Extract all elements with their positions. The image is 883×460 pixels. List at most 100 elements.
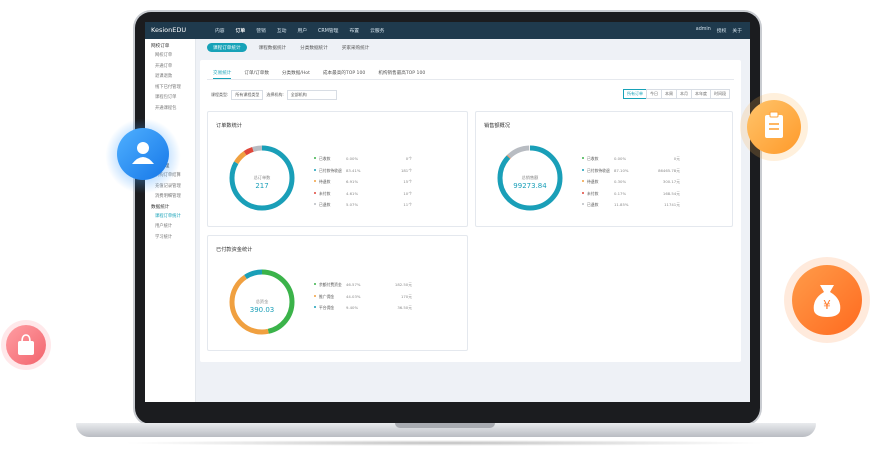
legend-amount: 181个 <box>400 167 412 173</box>
legend-share: 0.30% <box>614 179 627 184</box>
donut-segment <box>229 269 295 335</box>
tab[interactable]: 买家采购统计 <box>341 45 370 51</box>
legend-amount: 0个 <box>405 156 412 161</box>
bag-icon <box>6 325 46 365</box>
laptop-shadow <box>120 440 770 446</box>
donut <box>497 145 563 211</box>
side-item[interactable]: 退课退款 <box>155 74 173 80</box>
sub-tab[interactable]: 分类数据/Hot <box>281 71 310 76</box>
sidebar-menu: 网校订单网校订单开通订单退课退款线下已付管理课程包订单开通课程包分类管理机构订单… <box>151 43 195 245</box>
legend-share: 0.00% <box>346 156 359 161</box>
money-glyph: ¥ <box>813 285 841 317</box>
filter-label: 课程类型: <box>211 92 229 97</box>
sub-tab[interactable]: 机构销售最高TOP 100 <box>378 71 426 76</box>
top-nav <box>145 22 750 39</box>
top-link[interactable]: admin <box>695 27 711 32</box>
donut-segment <box>229 269 295 335</box>
legend-dot <box>582 157 585 160</box>
range-button[interactable]: 本周 <box>661 89 677 99</box>
side-item[interactable]: 线下已付管理 <box>155 84 181 90</box>
center-label: 总资金 <box>255 299 269 304</box>
legend-amount: 86465.78元 <box>658 167 680 173</box>
side-item[interactable]: 消费明细管理 <box>155 194 181 200</box>
legend-name: 已付款待收退 <box>319 167 342 173</box>
range-button[interactable]: 今日 <box>646 89 662 99</box>
nav-item[interactable]: 内容 <box>215 29 225 34</box>
panel-title: 已付款资金统计 <box>216 247 253 253</box>
legend-name: 未付款 <box>587 190 599 196</box>
legend-name: 平台佣金 <box>319 305 335 310</box>
side-item[interactable]: 机构订单结算 <box>155 172 195 178</box>
side-item[interactable]: 充值记录管理 <box>155 183 181 189</box>
range-button[interactable]: 所有订单 <box>623 89 647 99</box>
side-item[interactable]: 网校订单 <box>155 53 173 58</box>
center-value: 390.03 <box>249 306 275 314</box>
side-group-title[interactable]: 数据统计 <box>151 204 170 210</box>
legend-name: 待退款 <box>587 179 599 184</box>
nav-item[interactable]: CRM管理 <box>318 29 339 34</box>
top-link[interactable]: 关于 <box>732 29 742 34</box>
nav-item[interactable]: 营销 <box>256 29 266 34</box>
legend-amount: 300.17元 <box>662 179 680 184</box>
sub-tab[interactable]: 成本最高的TOP 100 <box>322 71 366 76</box>
sub-tab[interactable]: 订单/订单数 <box>244 71 269 76</box>
legend-amount: 0元 <box>673 156 680 161</box>
tab[interactable]: 分类数据统计 <box>300 45 328 51</box>
legend-share: 0.00% <box>614 156 627 161</box>
legend-name: 已收款 <box>587 156 599 161</box>
legend-dot <box>314 168 317 171</box>
tabs: 课程订单统计 课程数据统计 分类数据统计 买家采购统计 <box>207 43 371 52</box>
tab[interactable]: 课程订单统计 <box>207 43 247 52</box>
filter-select[interactable]: 全部机构 <box>286 90 337 100</box>
tab[interactable]: 课程数据统计 <box>258 45 287 51</box>
legend-amount: 11个 <box>403 202 412 207</box>
nav-item[interactable]: 互动 <box>276 29 287 34</box>
donut-segment <box>229 145 295 211</box>
legend-dot <box>314 203 317 206</box>
side-item[interactable]: 学习统计 <box>155 234 173 240</box>
side-group-title[interactable]: 网校订单 <box>151 44 170 49</box>
nav-item[interactable]: 用户 <box>297 29 308 34</box>
side-item[interactable]: 课程包订单 <box>155 95 177 101</box>
range-button[interactable]: 时间段 <box>710 89 730 99</box>
side-group: 数据统计课程订单统计 用户统计学习统计 <box>151 204 195 240</box>
nav-item[interactable]: 云服务 <box>370 29 385 34</box>
center-value: 99273.84 <box>513 182 547 190</box>
side-item[interactable]: 用户统计 <box>155 224 173 230</box>
legend-dot <box>314 306 317 309</box>
donut <box>229 269 295 335</box>
legend-amount: 36.50元 <box>397 305 412 310</box>
legend-share: 87.10% <box>614 167 629 173</box>
sub-tabs: 交易统计 订单/订单数 分类数据/Hot 成本最高的TOP 100 机构销售最高TOP … <box>213 70 425 79</box>
brand[interactable]: KesionEDU <box>151 26 187 34</box>
legend-name: 推广佣金 <box>319 293 335 299</box>
center-label: 总销售额 <box>521 175 539 180</box>
nav-item[interactable]: 布置 <box>349 29 360 34</box>
side-item[interactable]: 开通订单 <box>155 63 173 69</box>
clipboard-icon <box>747 100 801 154</box>
filters: 课程类型: 所有课程类型 选择机构: 全部机构 <box>211 90 337 100</box>
side-item[interactable]: 开通课程包 <box>155 105 177 111</box>
filter-select[interactable]: 所有课程类型 <box>231 90 264 100</box>
legend-share: 6.91% <box>346 179 359 184</box>
sub-tab[interactable]: 交易统计 <box>213 70 232 79</box>
stat-panel: 已付款资金统计 总资金 390.03 余额付费资金 46.57% 182.50元 推广佣金 4… <box>207 235 468 351</box>
legend-dot <box>582 168 585 171</box>
legend-share: 11.85% <box>614 202 629 207</box>
laptop-base <box>76 423 816 437</box>
legend-dot <box>314 191 317 194</box>
top-link[interactable]: 授权 <box>716 29 727 34</box>
nav-item[interactable]: 订单 <box>235 29 246 34</box>
clipboard-glyph <box>765 111 783 138</box>
legend-share: 0.17% <box>614 190 627 196</box>
range-button[interactable]: 本年度 <box>691 89 711 99</box>
legend-share: 5.07% <box>346 202 359 207</box>
user-icon-core <box>117 128 169 180</box>
side-item[interactable]: 课程订单统计 <box>155 213 181 219</box>
filter-label: 选择机构: <box>266 92 284 97</box>
legend-share: 46.57% <box>346 282 361 287</box>
center-value: 217 <box>255 182 269 190</box>
range-button[interactable]: 本月 <box>676 89 692 99</box>
donut <box>229 145 295 211</box>
legend-name: 已收款 <box>319 156 331 161</box>
